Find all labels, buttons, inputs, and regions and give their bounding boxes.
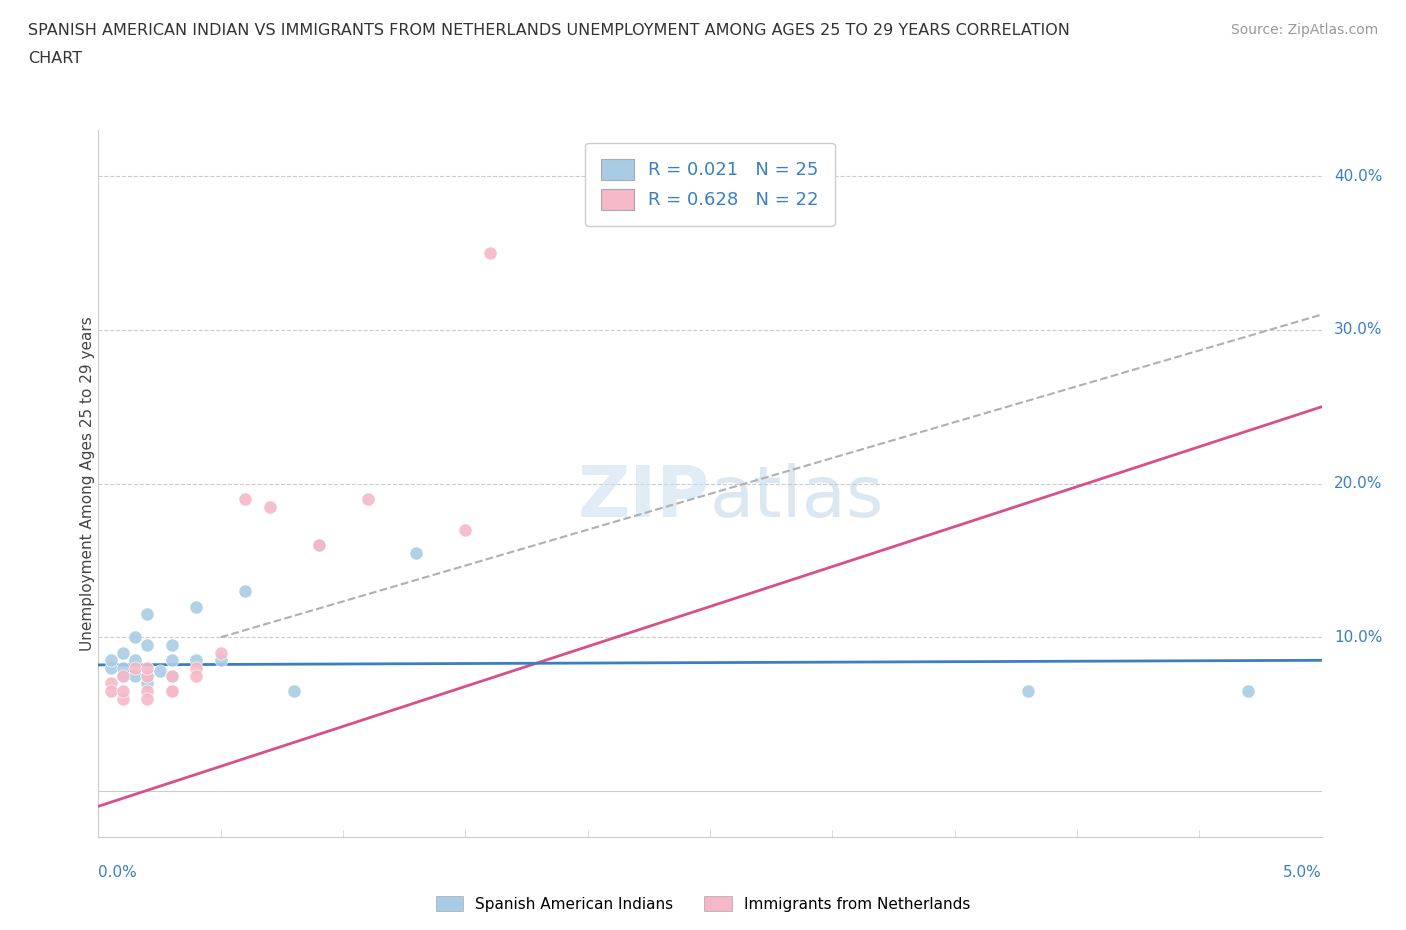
Point [149,664,172,679]
Text: SPANISH AMERICAN INDIAN VS IMMIGRANTS FROM NETHERLANDS UNEMPLOYMENT AMONG AGES 2: SPANISH AMERICAN INDIAN VS IMMIGRANTS FR… [28,23,1070,38]
Point [124,630,146,644]
Point [136,637,159,652]
Point [136,660,159,675]
Point [209,653,232,668]
Text: 0.0%: 0.0% [98,865,138,881]
Point [136,669,159,684]
Point [136,691,159,706]
Point [111,684,134,698]
Point [111,669,134,684]
Point [186,669,208,684]
Point [160,653,183,668]
Point [160,684,183,698]
Point [308,538,330,552]
Point [160,669,183,684]
Text: ZIP: ZIP [578,463,710,532]
Point [259,499,281,514]
Point [136,676,159,691]
Point [209,645,232,660]
Y-axis label: Unemployment Among Ages 25 to 29 years: Unemployment Among Ages 25 to 29 years [80,316,94,651]
Text: 10.0%: 10.0% [1334,630,1382,644]
Text: 5.0%: 5.0% [1282,865,1322,881]
Text: 20.0%: 20.0% [1334,476,1382,491]
Point [111,669,134,684]
Text: Source: ZipAtlas.com: Source: ZipAtlas.com [1230,23,1378,37]
Point [124,660,146,675]
Point [356,492,378,507]
Point [100,684,122,698]
Point [124,653,146,668]
Point [160,669,183,684]
Point [478,246,501,260]
Point [1017,684,1039,698]
Point [136,606,159,621]
Point [124,669,146,684]
Text: 30.0%: 30.0% [1334,323,1382,338]
Point [405,545,427,560]
Point [186,599,208,614]
Point [283,684,305,698]
Point [160,637,183,652]
Text: 40.0%: 40.0% [1334,169,1382,184]
Point [111,691,134,706]
Point [1237,684,1260,698]
Point [136,684,159,698]
Point [160,684,183,698]
Point [100,676,122,691]
Point [454,523,477,538]
Legend: Spanish American Indians, Immigrants from Netherlands: Spanish American Indians, Immigrants fro… [430,889,976,918]
Point [186,660,208,675]
Point [233,584,256,599]
Text: CHART: CHART [28,51,82,66]
Text: atlas: atlas [710,463,884,532]
Point [233,492,256,507]
Point [186,653,208,668]
Point [308,538,330,552]
Legend: R = 0.021   N = 25, R = 0.628   N = 22: R = 0.021 N = 25, R = 0.628 N = 22 [585,143,835,226]
Point [111,660,134,675]
Point [100,653,122,668]
Point [100,660,122,675]
Point [111,645,134,660]
Point [136,669,159,684]
